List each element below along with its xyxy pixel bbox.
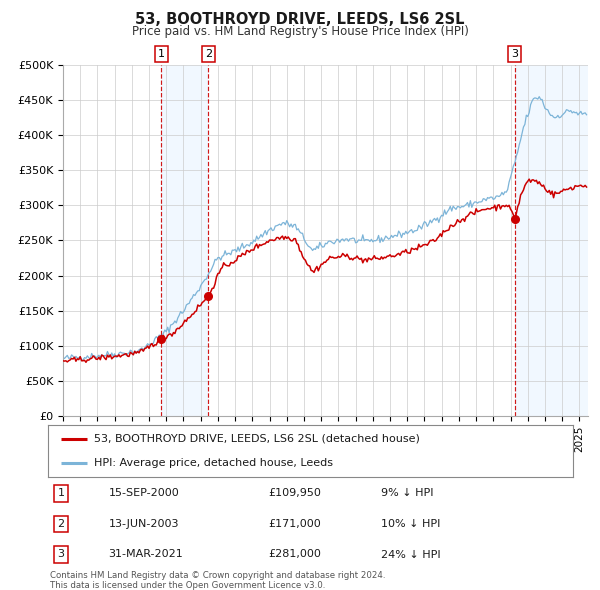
Text: Contains HM Land Registry data © Crown copyright and database right 2024.
This d: Contains HM Land Registry data © Crown c…	[50, 571, 385, 590]
Text: 9% ↓ HPI: 9% ↓ HPI	[382, 489, 434, 499]
Text: £281,000: £281,000	[269, 549, 322, 559]
Text: Price paid vs. HM Land Registry's House Price Index (HPI): Price paid vs. HM Land Registry's House …	[131, 25, 469, 38]
Text: 24% ↓ HPI: 24% ↓ HPI	[382, 549, 441, 559]
Text: 15-SEP-2000: 15-SEP-2000	[109, 489, 179, 499]
Text: 3: 3	[58, 549, 65, 559]
Text: 53, BOOTHROYD DRIVE, LEEDS, LS6 2SL (detached house): 53, BOOTHROYD DRIVE, LEEDS, LS6 2SL (det…	[94, 434, 420, 444]
Text: 53, BOOTHROYD DRIVE, LEEDS, LS6 2SL: 53, BOOTHROYD DRIVE, LEEDS, LS6 2SL	[135, 12, 465, 27]
Text: 2: 2	[58, 519, 65, 529]
Text: 1: 1	[158, 50, 165, 60]
Text: 31-MAR-2021: 31-MAR-2021	[109, 549, 183, 559]
Text: 3: 3	[511, 50, 518, 60]
Bar	[161, 65, 208, 416]
Text: 10% ↓ HPI: 10% ↓ HPI	[382, 519, 441, 529]
Text: 13-JUN-2003: 13-JUN-2003	[109, 519, 179, 529]
Bar	[515, 65, 588, 416]
Text: 1: 1	[58, 489, 65, 499]
Text: 2: 2	[205, 50, 212, 60]
Text: £109,950: £109,950	[269, 489, 322, 499]
Text: HPI: Average price, detached house, Leeds: HPI: Average price, detached house, Leed…	[94, 458, 333, 468]
Text: £171,000: £171,000	[269, 519, 321, 529]
